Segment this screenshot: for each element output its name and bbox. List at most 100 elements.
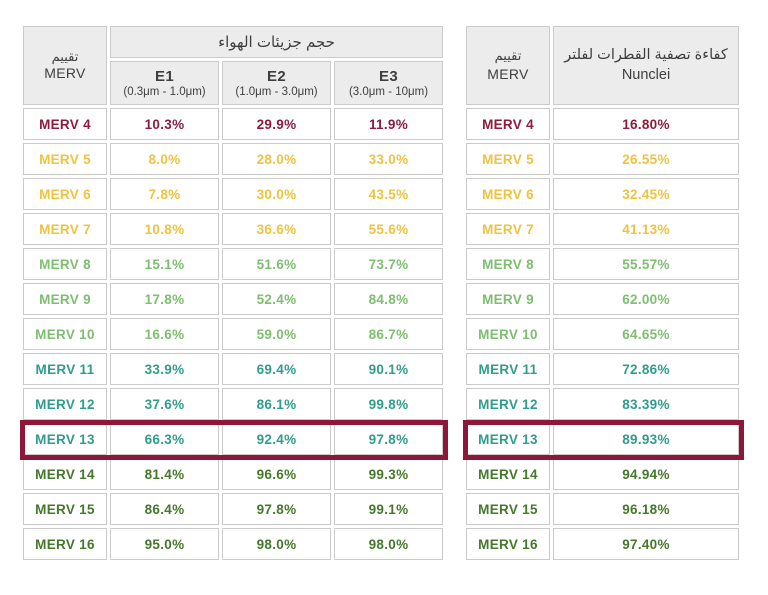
merv-label-cell: MERV 4 [466, 108, 550, 140]
value-cell: 55.57% [553, 248, 739, 280]
droplet-efficiency-table-grid: تقييم MERV كفاءة تصفية القطرات لفلتر Nun… [463, 23, 742, 563]
value-cell: 41.13% [553, 213, 739, 245]
table-row: MERV 9 17.8% 52.4% 84.8% [23, 283, 443, 315]
droplet-efficiency-table: تقييم MERV كفاءة تصفية القطرات لفلتر Nun… [463, 23, 744, 563]
value-cell: 16.6% [110, 318, 219, 350]
value-cell: 33.9% [110, 353, 219, 385]
table-row: MERV 13 89.93% [466, 423, 739, 455]
merv-rating-header-arabic: تقييم [51, 48, 79, 64]
merv-label-cell: MERV 15 [466, 493, 550, 525]
merv-label-cell: MERV 11 [466, 353, 550, 385]
table-row: MERV 11 72.86% [466, 353, 739, 385]
value-cell: 73.7% [334, 248, 443, 280]
table-row: MERV 10 64.65% [466, 318, 739, 350]
value-cell: 98.0% [222, 528, 331, 560]
value-cell: 89.93% [553, 423, 739, 455]
merv-label-cell: MERV 7 [23, 213, 107, 245]
value-cell: 72.86% [553, 353, 739, 385]
value-cell: 32.45% [553, 178, 739, 210]
table-row: MERV 15 86.4% 97.8% 99.1% [23, 493, 443, 525]
merv-rating-header-arabic: تقييم [494, 48, 522, 64]
merv-label-cell: MERV 16 [466, 528, 550, 560]
value-cell: 95.0% [110, 528, 219, 560]
table-row: MERV 8 15.1% 51.6% 73.7% [23, 248, 443, 280]
value-cell: 10.8% [110, 213, 219, 245]
e3-column-header: E3 (3.0μm - 10μm) [334, 61, 443, 105]
value-cell: 97.8% [334, 423, 443, 455]
value-cell: 62.00% [553, 283, 739, 315]
merv-rating-header-english: MERV [487, 65, 529, 82]
value-cell: 98.0% [334, 528, 443, 560]
merv-label-cell: MERV 4 [23, 108, 107, 140]
value-cell: 11.9% [334, 108, 443, 140]
value-cell: 7.8% [110, 178, 219, 210]
value-cell: 96.18% [553, 493, 739, 525]
table-row: MERV 5 26.55% [466, 143, 739, 175]
value-cell: 51.6% [222, 248, 331, 280]
value-cell: 86.1% [222, 388, 331, 420]
value-cell: 28.0% [222, 143, 331, 175]
value-cell: 84.8% [334, 283, 443, 315]
table-row: MERV 12 37.6% 86.1% 99.8% [23, 388, 443, 420]
merv-label-cell: MERV 9 [23, 283, 107, 315]
table-row: MERV 15 96.18% [466, 493, 739, 525]
e1-label: E1 [155, 68, 174, 85]
value-cell: 66.3% [110, 423, 219, 455]
value-cell: 99.1% [334, 493, 443, 525]
e3-range: (3.0μm - 10μm) [348, 86, 429, 98]
particle-size-table: تقييم MERV حجم جزيئات الهواء E1 (0.3μm -… [20, 23, 448, 563]
merv-label-cell: MERV 12 [466, 388, 550, 420]
table-row: MERV 14 94.94% [466, 458, 739, 490]
droplet-efficiency-header: كفاءة تصفية القطرات لفلتر Nunclei [553, 26, 739, 105]
e1-column-header: E1 (0.3μm - 1.0μm) [110, 61, 219, 105]
merv-label-cell: MERV 14 [466, 458, 550, 490]
droplet-efficiency-header-english: Nunclei [621, 66, 671, 83]
value-cell: 86.7% [334, 318, 443, 350]
value-cell: 69.4% [222, 353, 331, 385]
value-cell: 8.0% [110, 143, 219, 175]
value-cell: 29.9% [222, 108, 331, 140]
value-cell: 92.4% [222, 423, 331, 455]
merv-label-cell: MERV 16 [23, 528, 107, 560]
value-cell: 52.4% [222, 283, 331, 315]
value-cell: 17.8% [110, 283, 219, 315]
merv-rating-header: تقييم MERV [466, 26, 550, 105]
table-row: MERV 7 41.13% [466, 213, 739, 245]
droplet-efficiency-header-arabic: كفاءة تصفية القطرات لفلتر [564, 46, 728, 63]
merv-label-cell: MERV 9 [466, 283, 550, 315]
table-row: MERV 11 33.9% 69.4% 90.1% [23, 353, 443, 385]
table-row: MERV 6 7.8% 30.0% 43.5% [23, 178, 443, 210]
particle-size-group-header: حجم جزيئات الهواء [110, 26, 443, 58]
merv-label-cell: MERV 6 [23, 178, 107, 210]
value-cell: 33.0% [334, 143, 443, 175]
value-cell: 55.6% [334, 213, 443, 245]
table-row: MERV 4 10.3% 29.9% 11.9% [23, 108, 443, 140]
table-row: MERV 14 81.4% 96.6% 99.3% [23, 458, 443, 490]
value-cell: 15.1% [110, 248, 219, 280]
value-cell: 37.6% [110, 388, 219, 420]
value-cell: 99.8% [334, 388, 443, 420]
value-cell: 83.39% [553, 388, 739, 420]
value-cell: 99.3% [334, 458, 443, 490]
merv-rating-header: تقييم MERV [23, 26, 107, 105]
value-cell: 90.1% [334, 353, 443, 385]
merv-label-cell: MERV 5 [466, 143, 550, 175]
value-cell: 43.5% [334, 178, 443, 210]
table-row: MERV 13 66.3% 92.4% 97.8% [23, 423, 443, 455]
merv-label-cell: MERV 15 [23, 493, 107, 525]
value-cell: 26.55% [553, 143, 739, 175]
merv-label-cell: MERV 5 [23, 143, 107, 175]
particle-size-table-grid: تقييم MERV حجم جزيئات الهواء E1 (0.3μm -… [20, 23, 446, 563]
e2-label: E2 [267, 68, 286, 85]
merv-label-cell: MERV 10 [23, 318, 107, 350]
merv-label-cell: MERV 14 [23, 458, 107, 490]
table-row: MERV 6 32.45% [466, 178, 739, 210]
e2-column-header: E2 (1.0μm - 3.0μm) [222, 61, 331, 105]
value-cell: 59.0% [222, 318, 331, 350]
table-row: MERV 12 83.39% [466, 388, 739, 420]
table-row: MERV 5 8.0% 28.0% 33.0% [23, 143, 443, 175]
merv-label-cell: MERV 12 [23, 388, 107, 420]
merv-label-cell: MERV 8 [23, 248, 107, 280]
merv-label-cell: MERV 7 [466, 213, 550, 245]
merv-label-cell: MERV 11 [23, 353, 107, 385]
